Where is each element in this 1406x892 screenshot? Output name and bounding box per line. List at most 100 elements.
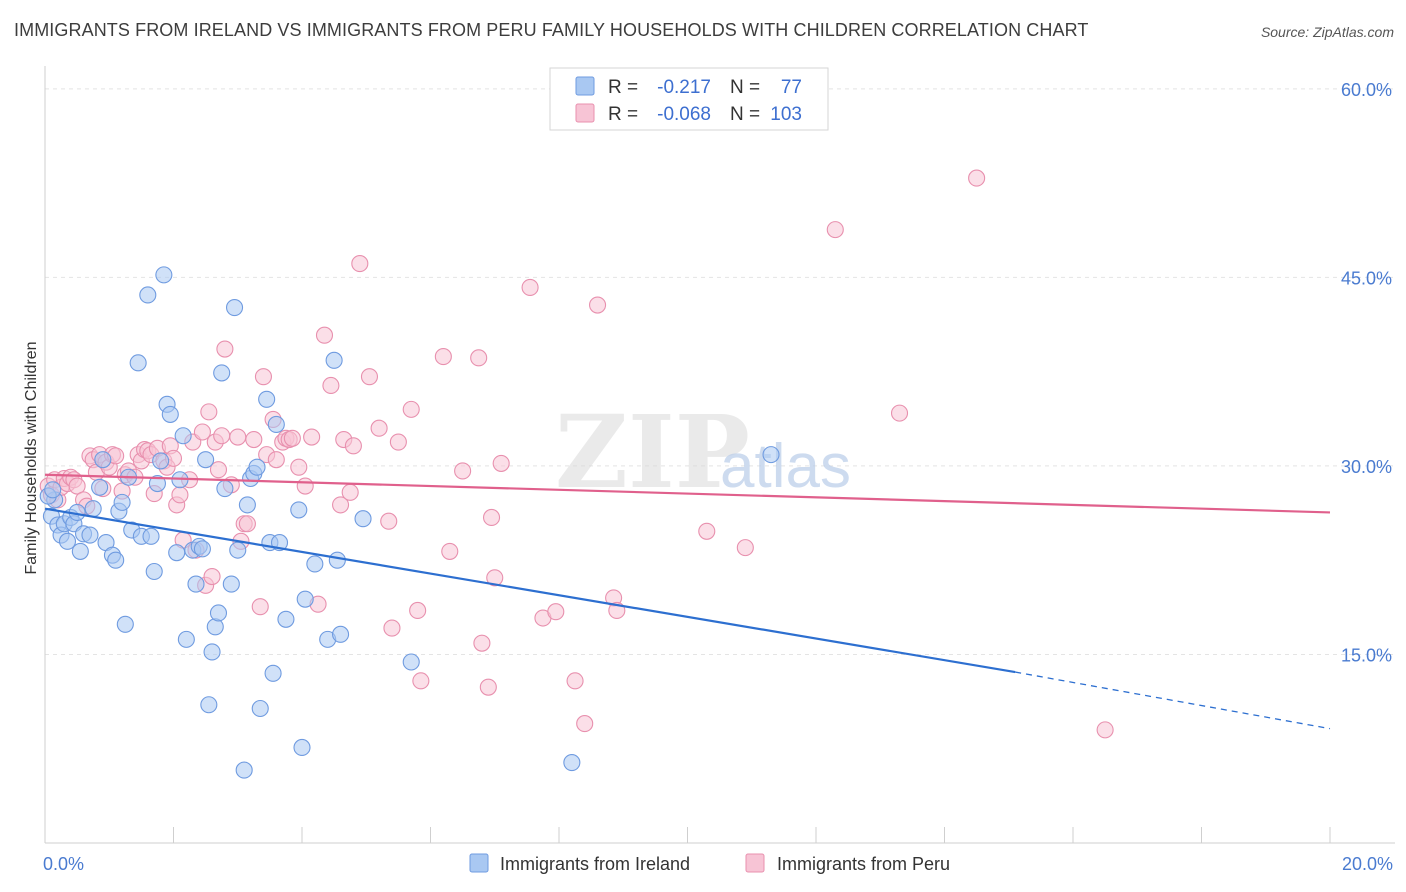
- ireland-point: [206, 618, 224, 636]
- peru-point: [383, 619, 401, 637]
- peru-point: [290, 458, 308, 476]
- series-legend-swatch-peru: [745, 853, 765, 873]
- peru-point: [380, 512, 398, 530]
- ireland-point: [216, 480, 234, 498]
- ireland-point: [148, 474, 166, 493]
- peru-point: [890, 404, 909, 422]
- y-tick-label: 30.0%: [1341, 457, 1392, 477]
- x-tick-labels: 0.0% 20.0%: [43, 854, 1393, 874]
- ireland-point: [225, 299, 244, 317]
- peru-point: [283, 429, 301, 447]
- series-legend-swatch-ireland: [469, 853, 489, 873]
- peru-point: [360, 368, 379, 386]
- peru-point: [68, 477, 86, 495]
- peru-point: [576, 715, 594, 733]
- ireland-point: [142, 527, 160, 545]
- peru-point: [482, 508, 501, 527]
- ireland-point: [293, 738, 311, 757]
- y-axis-label: Family Households with Children: [23, 342, 40, 575]
- ireland-point: [306, 555, 324, 573]
- ireland-point: [762, 446, 780, 464]
- ireland-point: [328, 551, 346, 569]
- peru-point: [736, 539, 754, 557]
- ireland-point: [107, 551, 125, 569]
- ireland-point: [139, 286, 157, 304]
- ireland-point: [238, 496, 256, 514]
- ireland-point: [258, 390, 276, 408]
- ireland-point: [402, 653, 420, 671]
- legend-r-label-peru: R =: [608, 104, 638, 125]
- ireland-point: [177, 630, 195, 648]
- peru-point: [303, 428, 321, 446]
- legend-swatch-peru: [575, 103, 595, 123]
- peru-trend-line: [44, 473, 1331, 514]
- ireland-point: [200, 696, 218, 714]
- ireland-point: [161, 405, 179, 423]
- ireland-point: [290, 501, 308, 519]
- series-legend-label-peru: Immigrants from Peru: [777, 854, 950, 874]
- ireland-point: [84, 500, 102, 518]
- watermark-atlas: atlas: [720, 432, 851, 501]
- axes: [44, 66, 1395, 844]
- ireland-trend-extension: [1015, 671, 1331, 730]
- peru-point: [826, 221, 844, 239]
- ireland-point: [155, 266, 173, 284]
- ireland-point: [325, 351, 343, 369]
- ireland-point: [277, 610, 295, 628]
- ireland-point: [264, 664, 282, 682]
- ireland-point: [174, 427, 192, 445]
- peru-point: [193, 423, 211, 441]
- peru-point: [322, 376, 340, 395]
- ireland-point: [296, 590, 314, 608]
- peru-point: [412, 672, 430, 690]
- ireland-point: [209, 604, 228, 622]
- peru-point: [1096, 721, 1114, 739]
- ireland-point: [94, 451, 112, 469]
- ireland-point: [563, 754, 581, 772]
- ireland-point: [222, 575, 240, 593]
- peru-point: [698, 522, 716, 540]
- peru-point: [370, 419, 388, 437]
- ireland-point: [58, 532, 77, 550]
- ireland-point: [251, 699, 269, 718]
- ireland-point: [213, 364, 231, 382]
- peru-point: [315, 326, 334, 344]
- ireland-point: [91, 478, 109, 496]
- legend-r-value-ireland: -0.217: [657, 77, 711, 98]
- peru-point: [409, 601, 427, 620]
- peru-point: [389, 433, 407, 451]
- chart-title: IMMIGRANTS FROM IRELAND VS IMMIGRANTS FR…: [14, 20, 1089, 40]
- legend-r-value-peru: -0.068: [657, 104, 711, 125]
- peru-point: [434, 348, 452, 366]
- grid-lines: [45, 88, 1395, 655]
- ireland-point: [248, 458, 266, 476]
- peru-point: [402, 400, 420, 418]
- peru-point: [251, 598, 269, 616]
- peru-point: [245, 430, 263, 449]
- peru-point: [547, 603, 565, 621]
- data-points: [39, 169, 1114, 779]
- peru-point: [200, 403, 218, 421]
- ireland-point: [197, 451, 215, 469]
- legend-swatch-ireland: [575, 76, 595, 96]
- ireland-point: [145, 562, 163, 581]
- ireland-point: [81, 526, 99, 544]
- source-credit: Source: ZipAtlas.com: [1260, 24, 1394, 40]
- peru-point: [229, 428, 247, 446]
- series-legend: Immigrants from Ireland Immigrants from …: [469, 853, 950, 874]
- peru-point: [203, 567, 221, 586]
- peru-point: [479, 678, 497, 696]
- y-tick-label: 60.0%: [1341, 80, 1392, 100]
- peru-point: [171, 486, 189, 504]
- trend-lines: [44, 473, 1331, 730]
- ireland-point: [168, 544, 186, 562]
- watermark: ZIP atlas: [555, 393, 851, 511]
- legend-n-label-peru: N =: [730, 104, 760, 125]
- ireland-point: [116, 615, 134, 633]
- legend-n-value-peru: 103: [770, 104, 802, 125]
- peru-point: [454, 462, 472, 480]
- peru-point: [588, 296, 607, 314]
- ireland-point: [203, 643, 221, 661]
- legend-n-value-ireland: 77: [781, 77, 802, 98]
